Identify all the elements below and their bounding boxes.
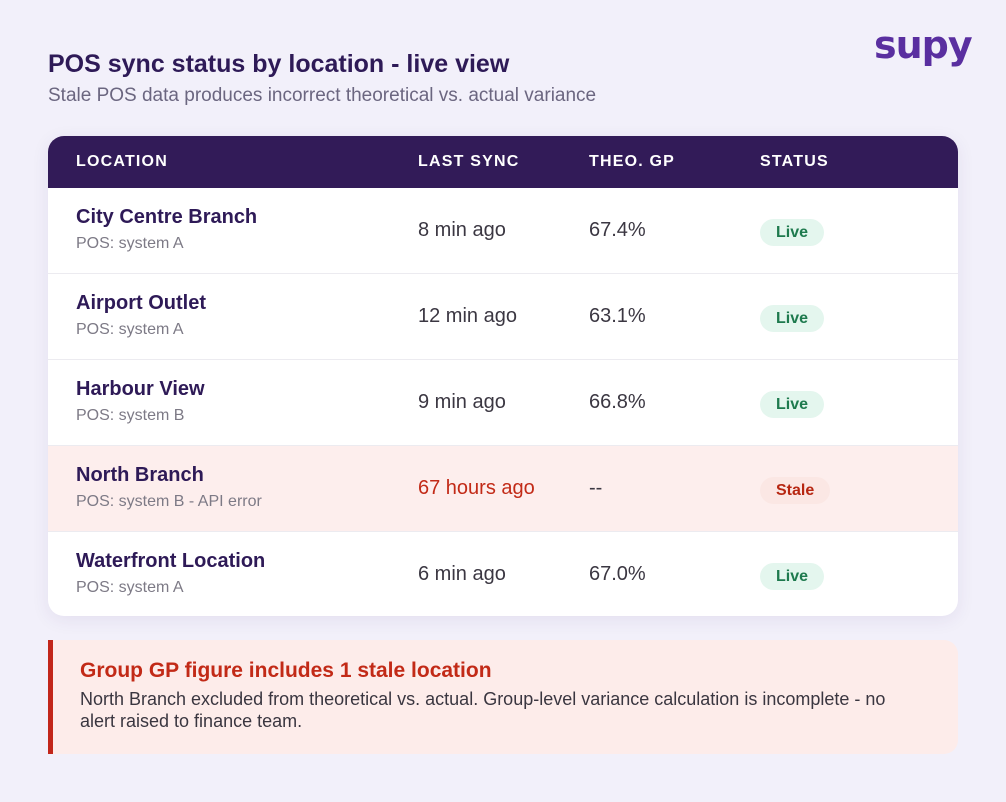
location-name: Airport Outlet [76, 292, 206, 314]
location-pos-system: POS: system B - API error [76, 493, 262, 510]
status-badge: Live [760, 219, 825, 246]
location-pos-system: POS: system B [76, 407, 185, 424]
column-header-status: STATUS [760, 153, 829, 170]
last-sync-value: 8 min ago [418, 219, 506, 241]
location-name: North Branch [76, 464, 204, 486]
table-row: Airport Outlet POS: system A 12 min ago … [48, 274, 958, 360]
last-sync-value: 12 min ago [418, 305, 517, 327]
status-badge: Live [760, 563, 825, 590]
location-name: City Centre Branch [76, 206, 258, 228]
theo-gp-value: 63.1% [589, 305, 646, 327]
location-pos-system: POS: system A [76, 579, 184, 596]
table-header: LOCATION LAST SYNC THEO. GP STATUS [48, 136, 958, 188]
page-title: POS sync status by location - live view [48, 50, 510, 78]
last-sync-value: 6 min ago [418, 563, 506, 585]
alert-accent-bar [48, 640, 53, 754]
theo-gp-value: 67.4% [589, 219, 646, 241]
location-name: Harbour View [76, 378, 205, 400]
last-sync-value: 67 hours ago [418, 477, 535, 499]
table-row-stale: North Branch POS: system B - API error 6… [48, 446, 958, 532]
column-header-location: LOCATION [76, 153, 168, 170]
alert-title: Group GP figure includes 1 stale locatio… [80, 659, 492, 682]
table-row: Waterfront Location POS: system A 6 min … [48, 532, 958, 616]
alert-body: North Branch excluded from theoretical v… [80, 689, 886, 731]
brand-logo: supy [874, 23, 973, 67]
location-name: Waterfront Location [76, 550, 266, 572]
table-row: Harbour View POS: system B 9 min ago 66.… [48, 360, 958, 446]
table-row: City Centre Branch POS: system A 8 min a… [48, 188, 958, 274]
theo-gp-value: 66.8% [589, 391, 646, 413]
status-badge: Stale [760, 477, 831, 504]
status-badge: Live [760, 391, 825, 418]
stale-data-alert: Group GP figure includes 1 stale locatio… [48, 640, 958, 754]
location-pos-system: POS: system A [76, 235, 184, 252]
status-badge: Live [760, 305, 825, 332]
page-subtitle: Stale POS data produces incorrect theore… [48, 85, 597, 106]
column-header-last-sync: LAST SYNC [418, 153, 520, 170]
last-sync-value: 9 min ago [418, 391, 506, 413]
column-header-theo-gp: THEO. GP [589, 153, 676, 170]
sync-status-table: LOCATION LAST SYNC THEO. GP STATUS City … [48, 136, 958, 616]
location-pos-system: POS: system A [76, 321, 184, 338]
theo-gp-value: -- [589, 477, 603, 499]
theo-gp-value: 67.0% [589, 563, 646, 585]
